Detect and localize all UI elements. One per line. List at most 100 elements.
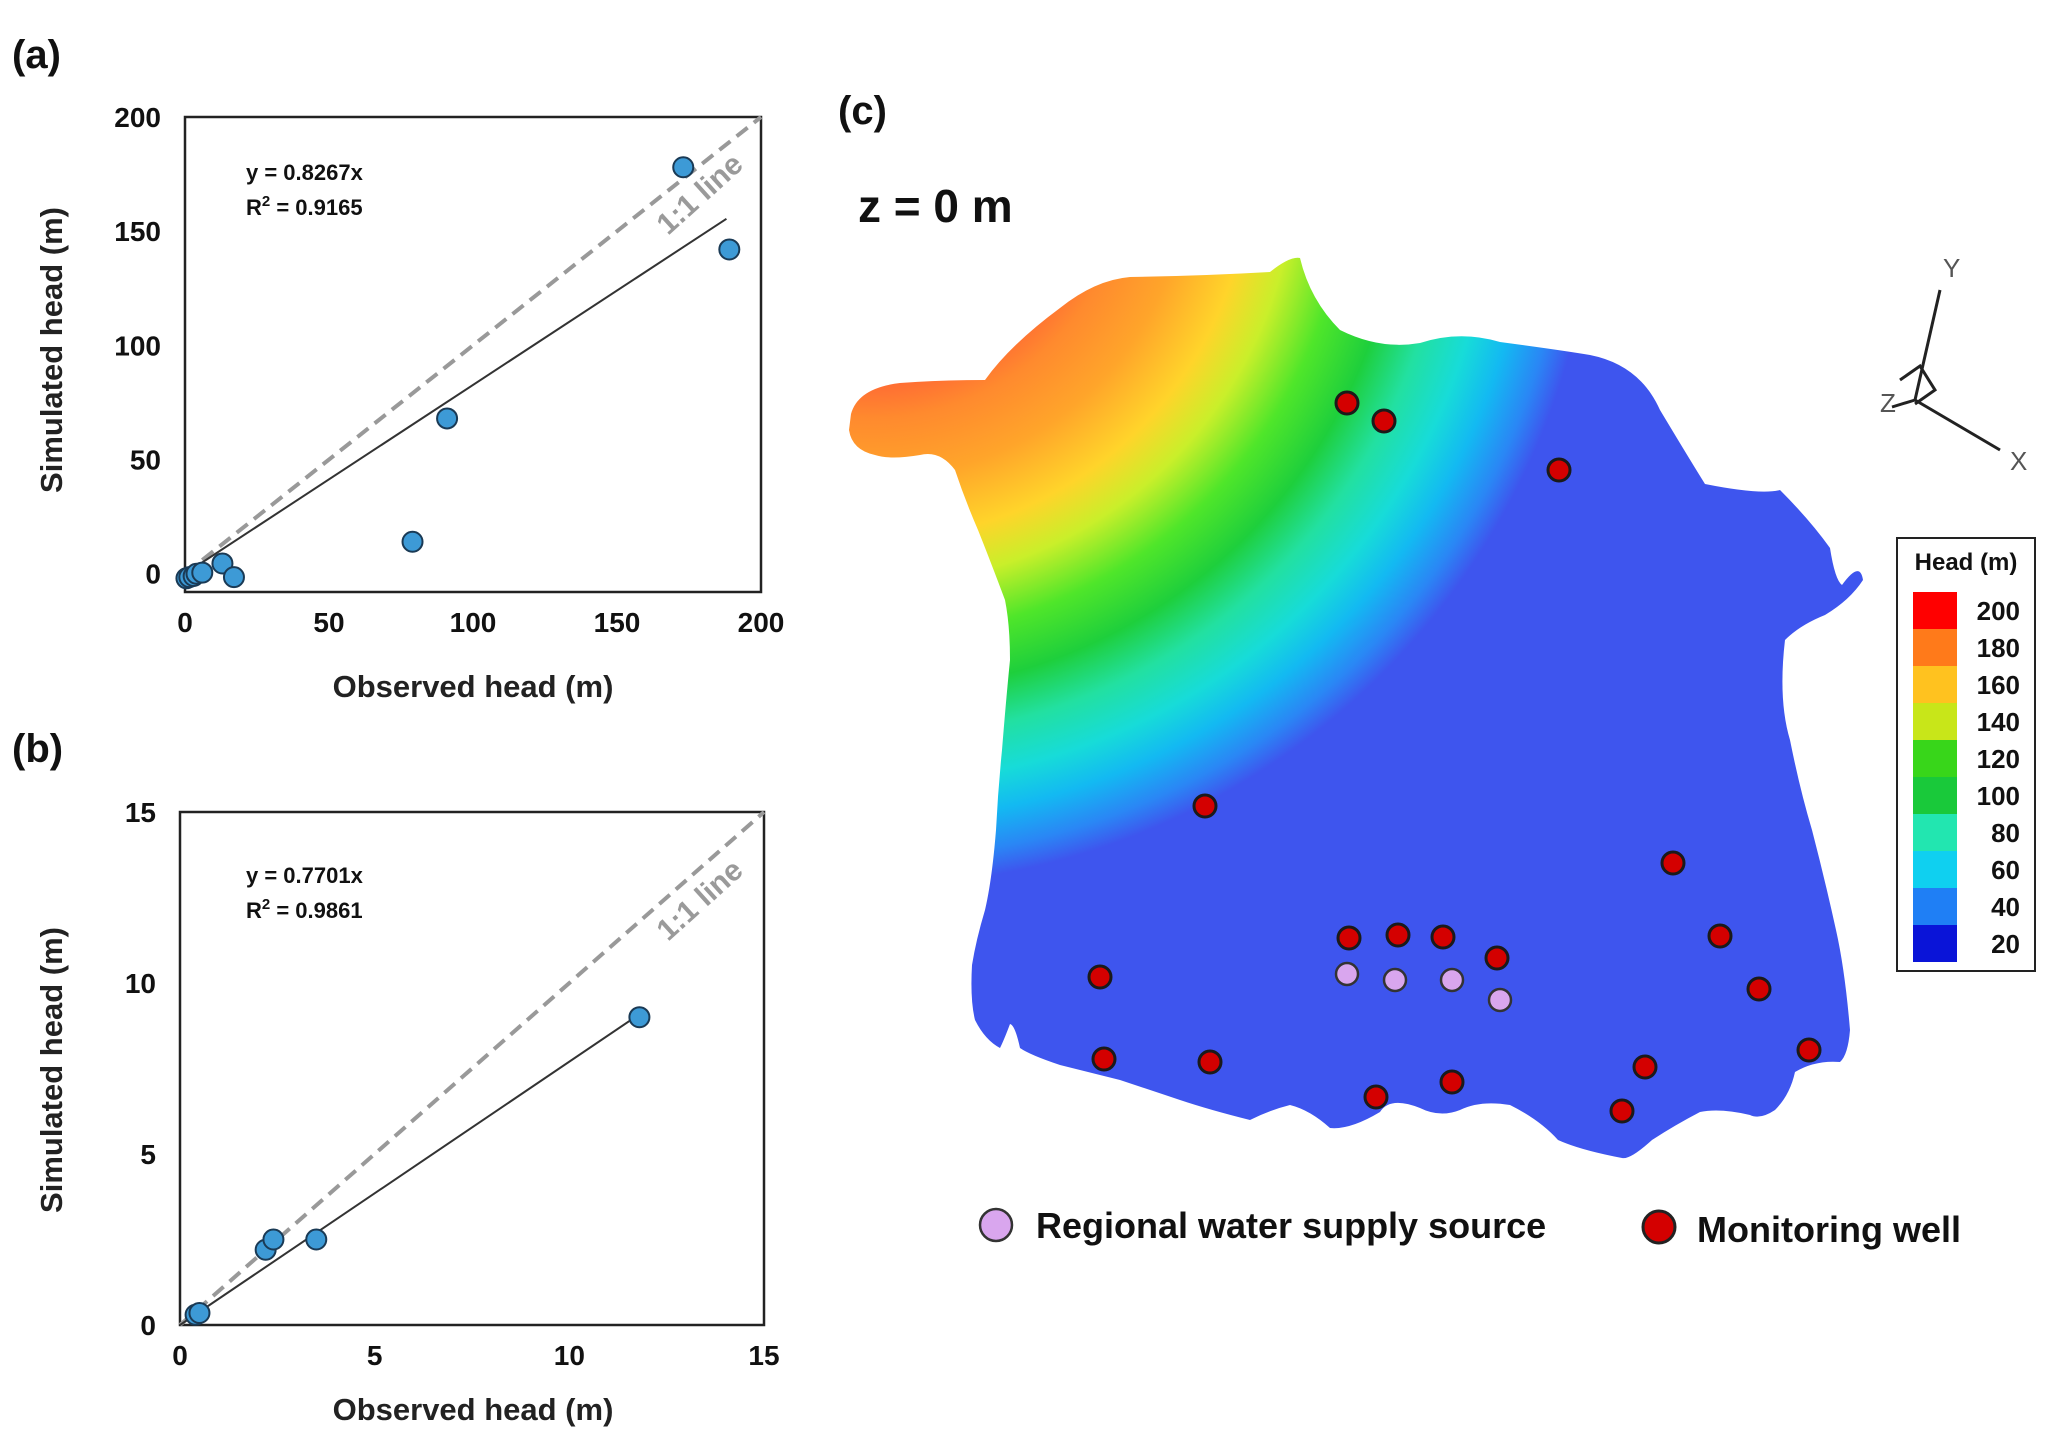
monitoring-well-marker-11 bbox=[1336, 925, 1362, 951]
monitoring-well-marker-10 bbox=[1197, 1049, 1223, 1075]
x-tick-a-50: 50 bbox=[313, 607, 344, 638]
map-key: Regional water supply source Monitoring … bbox=[978, 1205, 1961, 1250]
x-tick-a-0: 0 bbox=[177, 607, 193, 638]
monitoring-well-marker-1 bbox=[1371, 408, 1397, 434]
monitor-key-label: Monitoring well bbox=[1697, 1209, 1961, 1250]
legend-value-120: 120 bbox=[1977, 744, 2020, 774]
panel-label-c: (c) bbox=[838, 89, 887, 133]
data-point-b-3 bbox=[262, 1228, 285, 1251]
scatter-chart-a: 0 50 100 150 200 0 50 100 150 200 y = 0.8267x R2… bbox=[34, 102, 784, 704]
monitoring-well-marker-16 bbox=[1439, 1069, 1465, 1095]
legend-title: Head (m) bbox=[1915, 549, 2018, 576]
monitoring-well-marker-14 bbox=[1484, 945, 1510, 971]
y-tick-a-150: 150 bbox=[114, 216, 161, 247]
monitoring-well-marker-12 bbox=[1385, 922, 1411, 948]
monitor-key-marker bbox=[1641, 1209, 1677, 1245]
data-point-a-4 bbox=[191, 561, 214, 584]
axis-corner-box bbox=[1899, 363, 1938, 406]
panel-label-a: (a) bbox=[12, 33, 61, 77]
monitoring-well-marker-7 bbox=[1796, 1037, 1822, 1063]
monitoring-well-marker-5 bbox=[1707, 923, 1733, 949]
depth-label: z = 0 m bbox=[858, 180, 1013, 232]
monitoring-well-marker-9 bbox=[1091, 1046, 1117, 1072]
y-tick-b-15: 15 bbox=[125, 797, 156, 828]
legend-value-60: 60 bbox=[1991, 855, 2020, 885]
equation-a: y = 0.8267x bbox=[246, 160, 364, 185]
monitoring-well-marker-15 bbox=[1363, 1084, 1389, 1110]
legend-swatch-40 bbox=[1913, 888, 1957, 925]
data-point-b-4 bbox=[305, 1228, 328, 1251]
legend-swatch-20 bbox=[1913, 925, 1957, 962]
r2-b: R2 = 0.9861 bbox=[246, 896, 363, 923]
y-tick-a-0: 0 bbox=[145, 559, 161, 590]
data-point-a-7 bbox=[401, 530, 424, 553]
data-point-a-8 bbox=[436, 407, 459, 430]
contour-fill bbox=[849, 257, 1863, 1159]
monitoring-well-marker-6 bbox=[1746, 976, 1772, 1002]
y-tick-a-200: 200 bbox=[114, 102, 161, 133]
monitoring-well-marker-17 bbox=[1609, 1098, 1635, 1124]
r2-sup-a: 2 bbox=[262, 193, 270, 210]
x-axis-line bbox=[1914, 398, 2001, 452]
r2-prefix-a: R bbox=[246, 195, 262, 220]
y-axis-line bbox=[1913, 289, 1942, 401]
y-axis-title-a: Simulated head (m) bbox=[34, 207, 69, 493]
monitoring-well-marker-4 bbox=[1660, 850, 1686, 876]
supply-source-marker-3 bbox=[1487, 987, 1513, 1013]
r2-sup-b: 2 bbox=[262, 896, 270, 913]
legend-swatch-160 bbox=[1913, 666, 1957, 703]
legend-value-20: 20 bbox=[1991, 929, 2020, 959]
axis-letter-z: Z bbox=[1880, 388, 1896, 418]
monitoring-well-marker-3 bbox=[1192, 793, 1218, 819]
fit-line-a bbox=[184, 217, 727, 575]
orientation-axes bbox=[1891, 289, 2001, 452]
supply-source-marker-0 bbox=[1334, 961, 1360, 987]
legend-value-160: 160 bbox=[1977, 670, 2020, 700]
data-point-a-9 bbox=[672, 156, 695, 179]
equation-b: y = 0.7701x bbox=[246, 863, 364, 888]
x-tick-b-10: 10 bbox=[554, 1340, 585, 1371]
legend-value-200: 200 bbox=[1977, 596, 2020, 626]
supply-source-marker-1 bbox=[1382, 967, 1408, 993]
supply-source-marker-2 bbox=[1439, 967, 1465, 993]
legend-swatch-100 bbox=[1913, 777, 1957, 814]
supply-key-marker bbox=[978, 1207, 1014, 1243]
r2-value-a: = 0.9165 bbox=[270, 195, 362, 220]
x-axis-title-b: Observed head (m) bbox=[333, 1392, 614, 1427]
panel-label-b: (b) bbox=[12, 727, 63, 771]
axis-letter-y: Y bbox=[1943, 253, 1960, 283]
oneone-line-b bbox=[178, 810, 766, 1327]
legend-swatch-180 bbox=[1913, 629, 1957, 666]
y-tick-b-5: 5 bbox=[140, 1139, 156, 1170]
monitoring-well-marker-2 bbox=[1546, 457, 1572, 483]
y-tick-a-50: 50 bbox=[130, 445, 161, 476]
legend-swatch-200 bbox=[1913, 592, 1957, 629]
r2-value-b: = 0.9861 bbox=[270, 898, 362, 923]
y-axis-title-b: Simulated head (m) bbox=[34, 927, 69, 1213]
monitoring-well-marker-0 bbox=[1334, 390, 1360, 416]
monitoring-well-marker-18 bbox=[1632, 1054, 1658, 1080]
supply-key-label: Regional water supply source bbox=[1036, 1205, 1546, 1246]
oneone-label-a: 1:1 line bbox=[651, 148, 750, 242]
x-axis-title-a: Observed head (m) bbox=[333, 669, 614, 704]
legend-value-80: 80 bbox=[1991, 818, 2020, 848]
plot-frame-a bbox=[183, 115, 763, 594]
legend-swatch-60 bbox=[1913, 851, 1957, 888]
x-tick-b-5: 5 bbox=[367, 1340, 383, 1371]
monitoring-well-marker-13 bbox=[1430, 924, 1456, 950]
x-tick-a-100: 100 bbox=[450, 607, 497, 638]
oneone-line-a bbox=[183, 115, 763, 576]
x-tick-b-15: 15 bbox=[748, 1340, 779, 1371]
monitoring-well-marker-8 bbox=[1087, 964, 1113, 990]
x-tick-a-150: 150 bbox=[594, 607, 641, 638]
head-legend: Head (m) 200 180 160 140 120 100 80 60 40 20 bbox=[1896, 537, 2036, 972]
data-point-b-5 bbox=[628, 1006, 651, 1029]
y-tick-a-100: 100 bbox=[114, 330, 161, 361]
data-point-a-10 bbox=[718, 238, 741, 261]
legend-value-180: 180 bbox=[1977, 633, 2020, 663]
z-axis-line bbox=[1891, 398, 1916, 409]
head-gradient bbox=[849, 257, 1863, 1159]
legend-value-40: 40 bbox=[1991, 892, 2020, 922]
